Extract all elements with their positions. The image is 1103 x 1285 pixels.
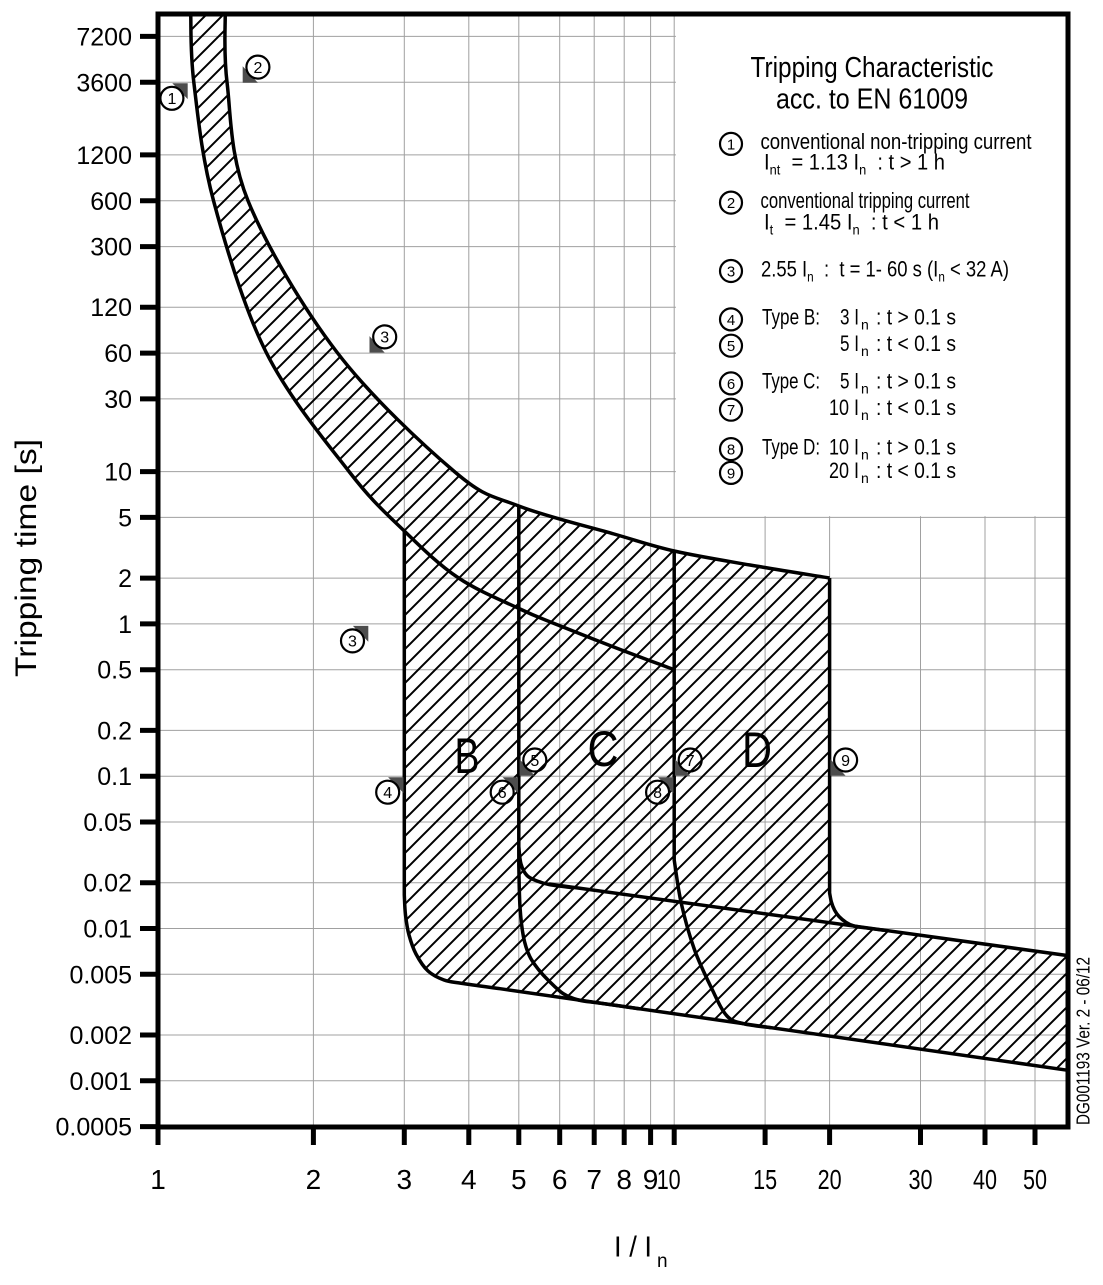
svg-text:2: 2 — [253, 60, 262, 77]
svg-text:3: 3 — [348, 634, 357, 651]
svg-text:n: n — [861, 317, 869, 333]
svg-text:1: 1 — [118, 611, 132, 639]
svg-text:3 I: 3 I — [840, 305, 859, 330]
svg-text:5 I: 5 I — [840, 369, 859, 394]
svg-text:4: 4 — [461, 1164, 477, 1195]
svg-text:8: 8 — [653, 785, 662, 802]
svg-text:4: 4 — [727, 312, 735, 329]
svg-text:n: n — [861, 446, 869, 462]
svg-text:B: B — [455, 728, 480, 784]
svg-text:20 I: 20 I — [829, 458, 859, 483]
svg-text:Type C:: Type C: — [762, 369, 820, 394]
svg-text:3: 3 — [397, 1164, 413, 1195]
svg-text:n: n — [657, 1251, 668, 1272]
svg-text:n: n — [861, 343, 869, 359]
svg-text:4: 4 — [383, 785, 392, 802]
svg-text:5: 5 — [530, 753, 539, 770]
svg-text:n: n — [861, 407, 869, 423]
svg-text:n: n — [861, 381, 869, 397]
svg-text:I / I: I / I — [614, 1232, 652, 1264]
svg-text:5: 5 — [118, 504, 132, 532]
svg-text:conventional tripping current: conventional tripping current — [761, 188, 970, 213]
svg-text:2: 2 — [306, 1164, 322, 1195]
svg-text:0.001: 0.001 — [69, 1068, 132, 1096]
svg-text:: t < 0.1 s: : t < 0.1 s — [876, 458, 956, 483]
svg-text:Int = 1.13 In : t > 1 h: Int = 1.13 In : t > 1 h — [764, 150, 945, 178]
svg-text:120: 120 — [90, 294, 132, 322]
svg-text:5: 5 — [727, 338, 735, 355]
svg-text:6: 6 — [498, 785, 507, 802]
svg-text:DG001193 Ver. 2 - 06/12: DG001193 Ver. 2 - 06/12 — [1074, 957, 1094, 1125]
svg-text:5 I: 5 I — [840, 331, 859, 356]
svg-text:10: 10 — [104, 459, 132, 487]
svg-text:9: 9 — [727, 465, 735, 482]
svg-text:0.0005: 0.0005 — [56, 1114, 132, 1142]
svg-text:Type D:: Type D: — [762, 434, 820, 459]
svg-text:30: 30 — [104, 386, 132, 414]
svg-text:0.02: 0.02 — [83, 870, 132, 898]
svg-text:: t > 0.1 s: : t > 0.1 s — [876, 305, 956, 330]
svg-text:10: 10 — [657, 1164, 681, 1195]
svg-text:n: n — [861, 470, 869, 486]
svg-text:0.2: 0.2 — [97, 717, 132, 745]
svg-text:300: 300 — [90, 234, 132, 262]
svg-text:10 I: 10 I — [829, 434, 859, 459]
svg-text:20: 20 — [818, 1164, 842, 1195]
svg-text:: t < 0.1 s: : t < 0.1 s — [876, 331, 956, 356]
svg-text:3: 3 — [727, 263, 735, 280]
svg-text:7200: 7200 — [76, 23, 132, 51]
svg-text:Tripping time [s]: Tripping time [s] — [10, 439, 43, 677]
svg-text:: t < 0.1 s: : t < 0.1 s — [876, 395, 956, 420]
svg-text:40: 40 — [973, 1164, 997, 1195]
svg-text:7: 7 — [686, 753, 695, 770]
svg-text:Tripping Characteristic: Tripping Characteristic — [751, 52, 994, 84]
svg-text:0.5: 0.5 — [97, 657, 132, 685]
svg-text:7: 7 — [727, 402, 735, 419]
svg-text:0.1: 0.1 — [97, 763, 132, 791]
svg-text:6: 6 — [552, 1164, 568, 1195]
svg-text:It = 1.45 In : t < 1 h: It = 1.45 In : t < 1 h — [764, 210, 939, 238]
svg-text:D: D — [742, 722, 772, 778]
svg-text:0.01: 0.01 — [83, 916, 132, 944]
svg-text:9: 9 — [841, 753, 850, 770]
svg-text:3: 3 — [380, 330, 389, 347]
svg-text:2: 2 — [118, 565, 132, 593]
svg-text:50: 50 — [1023, 1164, 1047, 1195]
svg-text:1: 1 — [150, 1164, 166, 1195]
svg-text:3600: 3600 — [76, 69, 132, 97]
svg-text:600: 600 — [90, 188, 132, 216]
svg-text:: t > 0.1 s: : t > 0.1 s — [876, 369, 956, 394]
svg-text:8: 8 — [616, 1164, 632, 1195]
svg-text:60: 60 — [104, 340, 132, 368]
svg-text:acc. to EN 61009: acc. to EN 61009 — [776, 84, 968, 116]
svg-text:0.005: 0.005 — [69, 961, 132, 989]
svg-text:1200: 1200 — [76, 142, 132, 170]
svg-text:5: 5 — [511, 1164, 527, 1195]
svg-text:15: 15 — [753, 1164, 777, 1195]
svg-text:6: 6 — [727, 376, 735, 393]
svg-text:C: C — [588, 721, 619, 777]
svg-text:0.05: 0.05 — [83, 809, 132, 837]
svg-text:30: 30 — [909, 1164, 933, 1195]
svg-text:8: 8 — [727, 442, 735, 459]
svg-text:0.002: 0.002 — [69, 1022, 132, 1050]
svg-text:1: 1 — [727, 136, 735, 153]
svg-text:2: 2 — [727, 195, 735, 212]
svg-text:9: 9 — [643, 1164, 659, 1195]
svg-text:10 I: 10 I — [829, 395, 859, 420]
svg-text:2.55 In : t = 1- 60 s (In <: 2.55 In : t = 1- 60 s (In < 32 A) — [761, 256, 1009, 284]
svg-text:1: 1 — [167, 91, 176, 108]
svg-text:: t > 0.1 s: : t > 0.1 s — [876, 434, 956, 459]
svg-text:Type B:: Type B: — [762, 305, 820, 330]
svg-text:7: 7 — [586, 1164, 602, 1195]
svg-text:conventional non-tripping curr: conventional non-tripping current — [761, 129, 1032, 154]
